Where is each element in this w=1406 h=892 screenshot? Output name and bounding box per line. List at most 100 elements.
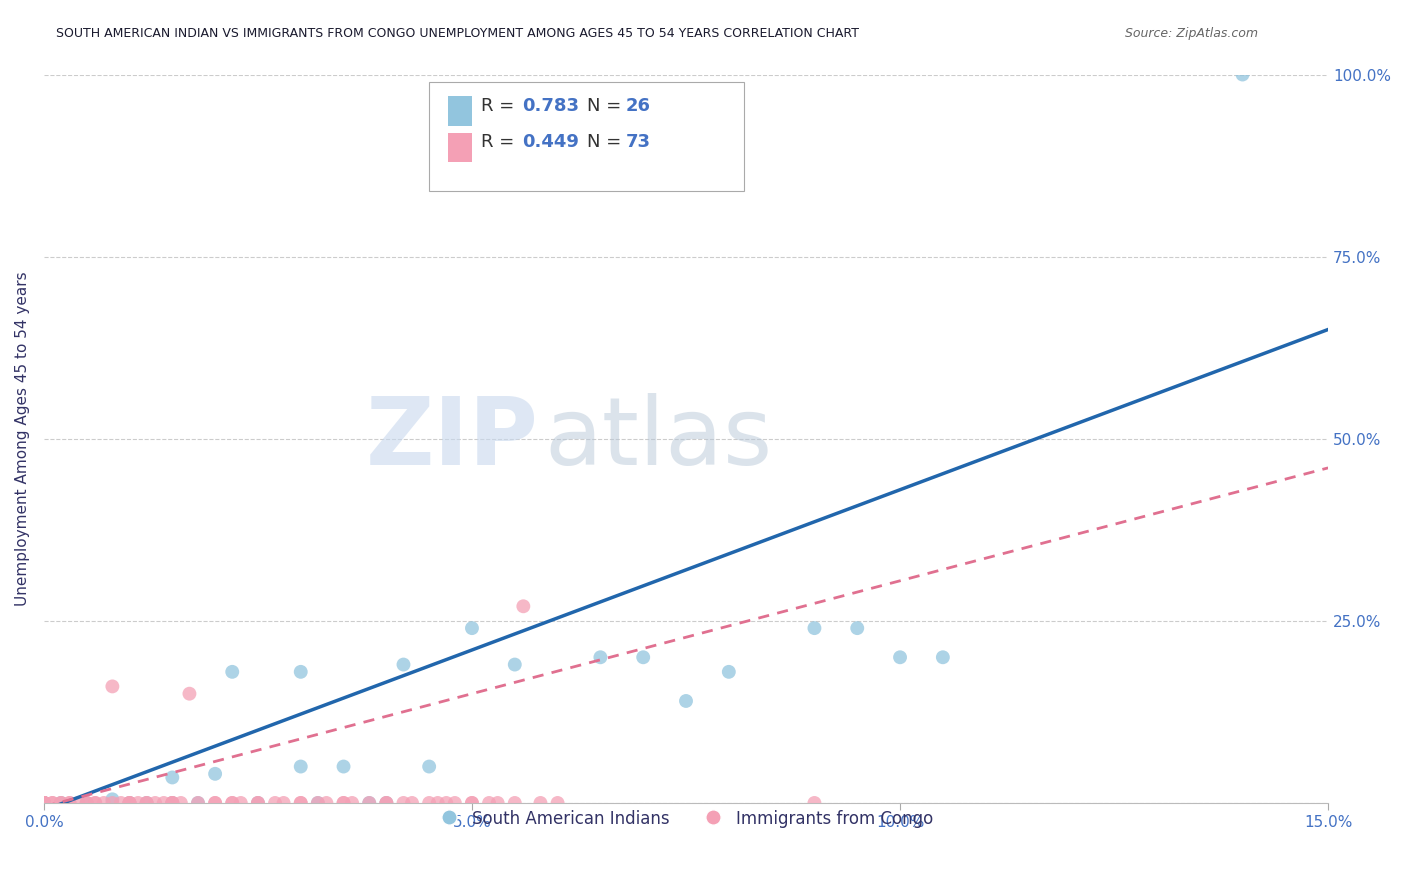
- Point: [461, 796, 484, 810]
- Text: N =: N =: [588, 133, 627, 152]
- Point: [290, 796, 312, 810]
- Point: [101, 680, 124, 694]
- Text: 0.783: 0.783: [522, 97, 579, 115]
- Point: [229, 796, 252, 810]
- Point: [717, 665, 740, 679]
- Point: [332, 759, 354, 773]
- Point: [143, 796, 166, 810]
- Point: [162, 796, 184, 810]
- Point: [170, 796, 193, 810]
- Point: [32, 796, 55, 810]
- Point: [49, 796, 72, 810]
- Point: [127, 796, 149, 810]
- Point: [512, 599, 534, 614]
- Point: [503, 796, 526, 810]
- Point: [401, 796, 423, 810]
- FancyBboxPatch shape: [449, 133, 471, 162]
- Point: [375, 796, 398, 810]
- Point: [32, 796, 55, 810]
- Y-axis label: Unemployment Among Ages 45 to 54 years: Unemployment Among Ages 45 to 54 years: [15, 271, 30, 606]
- Point: [204, 796, 226, 810]
- Point: [418, 759, 440, 773]
- Point: [589, 650, 612, 665]
- Point: [118, 796, 141, 810]
- Point: [426, 796, 449, 810]
- Text: 0.449: 0.449: [522, 133, 578, 152]
- Point: [32, 796, 55, 810]
- Point: [162, 796, 184, 810]
- Point: [315, 796, 337, 810]
- Text: ZIP: ZIP: [366, 392, 538, 484]
- Point: [32, 796, 55, 810]
- Point: [246, 796, 269, 810]
- Point: [32, 796, 55, 810]
- Point: [503, 657, 526, 672]
- Point: [179, 687, 201, 701]
- Point: [932, 650, 955, 665]
- Point: [76, 796, 98, 810]
- Point: [32, 796, 55, 810]
- Point: [204, 767, 226, 781]
- Point: [461, 621, 484, 635]
- Text: 26: 26: [626, 97, 651, 115]
- Point: [187, 796, 209, 810]
- Point: [290, 665, 312, 679]
- Point: [118, 796, 141, 810]
- Point: [889, 650, 911, 665]
- Point: [392, 657, 415, 672]
- Point: [290, 796, 312, 810]
- Point: [221, 796, 243, 810]
- Point: [418, 796, 440, 810]
- Text: Source: ZipAtlas.com: Source: ZipAtlas.com: [1125, 27, 1258, 40]
- Text: SOUTH AMERICAN INDIAN VS IMMIGRANTS FROM CONGO UNEMPLOYMENT AMONG AGES 45 TO 54 : SOUTH AMERICAN INDIAN VS IMMIGRANTS FROM…: [56, 27, 859, 40]
- Point: [846, 621, 869, 635]
- Point: [1232, 68, 1254, 82]
- Point: [547, 796, 569, 810]
- Point: [118, 796, 141, 810]
- Point: [84, 796, 107, 810]
- Point: [375, 796, 398, 810]
- Point: [110, 796, 132, 810]
- Point: [76, 796, 98, 810]
- Legend: South American Indians, Immigrants from Congo: South American Indians, Immigrants from …: [432, 803, 941, 835]
- Point: [332, 796, 354, 810]
- Point: [461, 796, 484, 810]
- Point: [101, 796, 124, 810]
- Point: [340, 796, 363, 810]
- Point: [187, 796, 209, 810]
- Point: [84, 796, 107, 810]
- Point: [58, 796, 80, 810]
- Point: [67, 796, 90, 810]
- Point: [803, 621, 825, 635]
- Point: [246, 796, 269, 810]
- Point: [803, 796, 825, 810]
- Point: [375, 796, 398, 810]
- Point: [58, 796, 80, 810]
- Point: [392, 796, 415, 810]
- Text: N =: N =: [588, 97, 627, 115]
- Point: [273, 796, 295, 810]
- Point: [41, 796, 63, 810]
- Point: [32, 796, 55, 810]
- Point: [76, 796, 98, 810]
- Point: [675, 694, 697, 708]
- Text: atlas: atlas: [544, 392, 773, 484]
- Point: [221, 665, 243, 679]
- Text: R =: R =: [481, 97, 520, 115]
- Point: [307, 796, 329, 810]
- Point: [204, 796, 226, 810]
- Point: [486, 796, 509, 810]
- FancyBboxPatch shape: [429, 82, 744, 191]
- Point: [529, 796, 551, 810]
- Point: [221, 796, 243, 810]
- Point: [32, 796, 55, 810]
- Point: [118, 796, 141, 810]
- Point: [135, 796, 157, 810]
- FancyBboxPatch shape: [449, 96, 471, 126]
- Point: [32, 796, 55, 810]
- Point: [631, 650, 654, 665]
- Point: [101, 792, 124, 806]
- Point: [264, 796, 287, 810]
- Point: [307, 796, 329, 810]
- Point: [152, 796, 174, 810]
